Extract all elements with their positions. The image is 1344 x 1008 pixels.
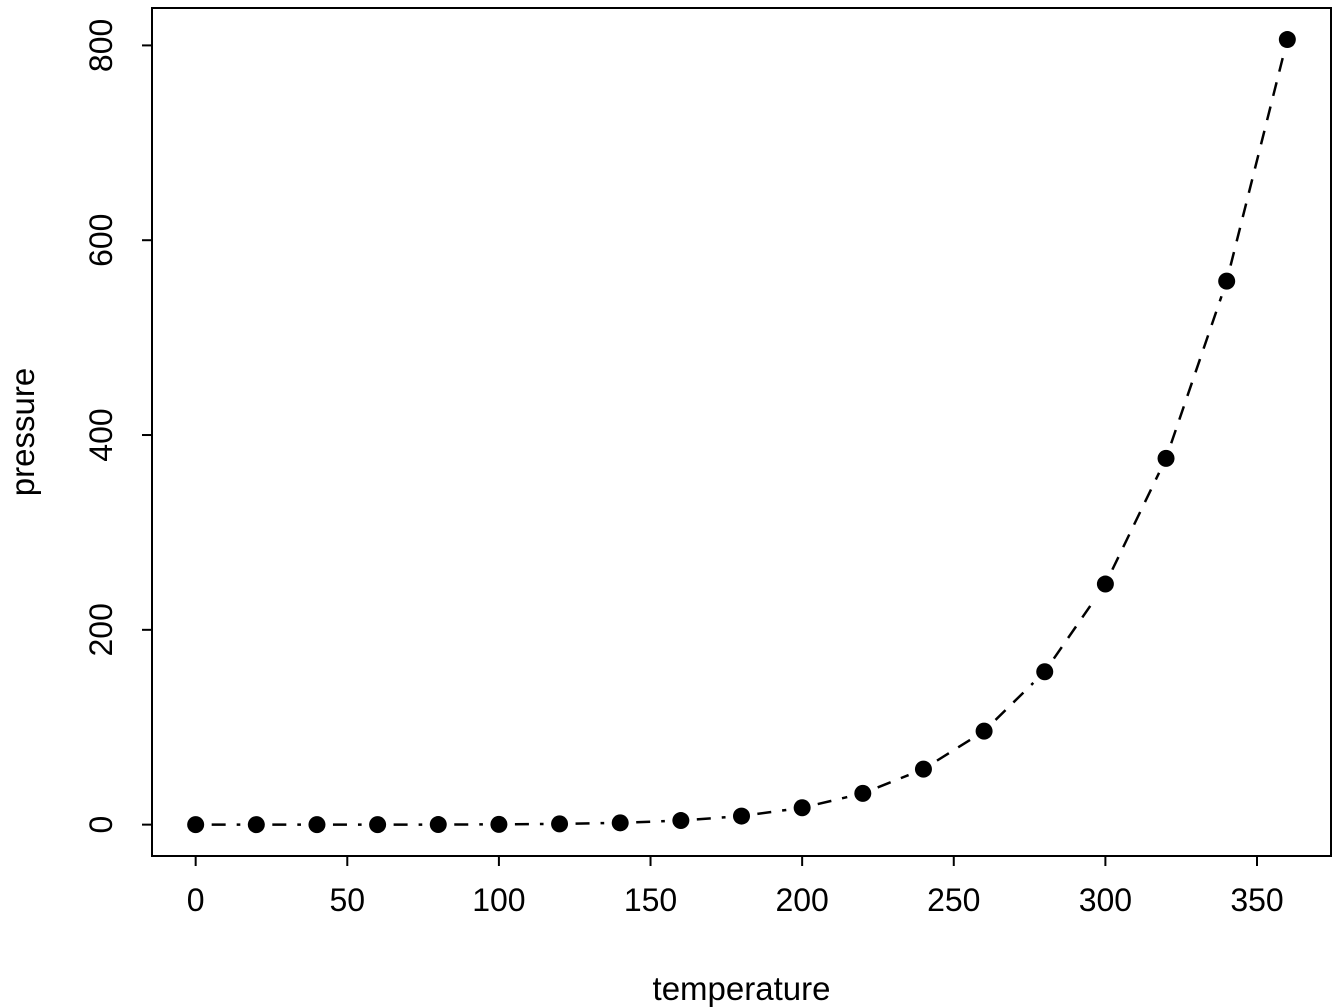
data-point-marker xyxy=(429,816,447,834)
x-tick-label: 150 xyxy=(624,882,677,918)
data-series xyxy=(187,31,1296,834)
data-point-marker xyxy=(490,815,508,833)
y-tick-label: 400 xyxy=(83,408,119,461)
data-point-marker xyxy=(187,816,205,834)
y-axis-title: pressure xyxy=(4,368,41,496)
series-connector-dashed xyxy=(994,682,1035,721)
data-point-marker xyxy=(1218,272,1236,290)
y-tick-label: 600 xyxy=(83,214,119,267)
data-point-marker xyxy=(914,760,932,778)
data-point-marker xyxy=(369,816,387,834)
y-tick-label: 0 xyxy=(83,816,119,834)
series-connector-dashed xyxy=(757,808,787,816)
x-tick-label: 50 xyxy=(329,882,365,918)
data-point-marker xyxy=(1096,575,1114,593)
data-point-marker xyxy=(793,799,811,817)
plot-area-border xyxy=(151,7,1332,857)
data-point-marker xyxy=(1157,449,1175,467)
y-tick-label: 200 xyxy=(83,603,119,656)
series-connector-dashed xyxy=(1052,596,1098,660)
x-tick-label: 350 xyxy=(1230,882,1283,918)
x-axis-title: temperature xyxy=(653,970,831,1007)
series-connector-dashed xyxy=(817,795,848,806)
x-tick-label: 0 xyxy=(187,882,205,918)
axis-ticks: 0 50 100 150 200 250 300 350 0 200 400 600 800 xyxy=(83,19,1284,918)
series-connector-dashed xyxy=(936,738,972,762)
x-tick-label: 200 xyxy=(775,882,828,918)
data-point-marker xyxy=(733,807,750,825)
data-point-marker xyxy=(672,812,690,830)
data-point-marker xyxy=(611,814,629,832)
series-connector-dashed xyxy=(696,815,726,821)
x-tick-label: 250 xyxy=(927,882,980,918)
series-connector-dashed xyxy=(877,773,910,789)
series-connector-dashed xyxy=(575,821,605,825)
data-point-marker xyxy=(854,784,872,802)
series-connector-dashed xyxy=(1229,54,1285,266)
data-point-marker xyxy=(308,816,326,834)
data-point-marker xyxy=(1036,663,1054,681)
series-connector-dashed xyxy=(636,819,665,824)
series-connector-dashed xyxy=(1111,472,1161,571)
data-point-marker xyxy=(247,816,265,834)
series-connector-dashed xyxy=(1170,295,1223,444)
y-tick-label: 800 xyxy=(83,19,119,72)
data-point-marker xyxy=(551,815,569,833)
x-tick-label: 100 xyxy=(472,882,525,918)
data-point-marker xyxy=(975,722,993,740)
x-tick-label: 300 xyxy=(1079,882,1132,918)
data-point-marker xyxy=(1278,31,1296,49)
